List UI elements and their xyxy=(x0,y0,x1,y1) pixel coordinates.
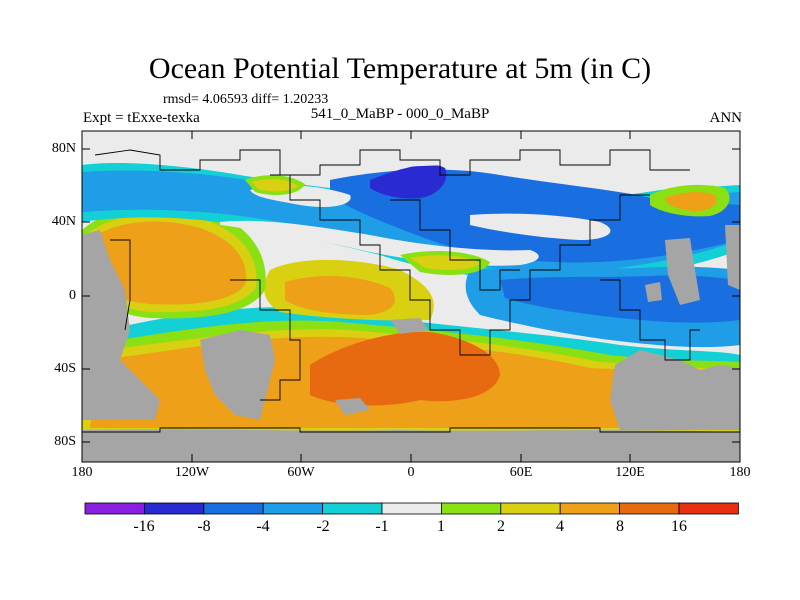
outline-mid-continent xyxy=(390,199,520,291)
outline-west-continent xyxy=(230,279,301,401)
outline-antarctica xyxy=(82,427,740,433)
map-field xyxy=(82,131,740,462)
season-label: ANN xyxy=(709,110,743,126)
colorbar-label: -4 xyxy=(256,518,270,535)
colorbar-label: -1 xyxy=(375,518,389,535)
outline-west-coast xyxy=(110,239,131,331)
land-south-america xyxy=(200,330,275,420)
colorbar-box xyxy=(678,502,739,515)
lon-label-120w: 120W xyxy=(174,465,210,480)
land-east-edge xyxy=(725,225,740,290)
colorbar xyxy=(84,502,739,515)
colorbar-box xyxy=(322,502,383,515)
colorbar-label: -2 xyxy=(316,518,330,535)
pacific-orange-tongue xyxy=(285,276,395,315)
north-neutral-cap xyxy=(82,131,740,169)
north-orange-patch-east xyxy=(665,192,717,211)
outline-central-continent xyxy=(270,174,650,356)
north-deep-blue-core xyxy=(370,164,447,199)
land-antarctic-margin xyxy=(82,429,740,442)
land-small-patch xyxy=(645,282,662,302)
colorbar-label: 16 xyxy=(671,518,687,535)
lon-label-180-left: 180 xyxy=(71,465,93,480)
colorbar-label: 4 xyxy=(556,518,564,535)
colorbar-box xyxy=(143,502,205,515)
colorbar-box xyxy=(262,502,324,515)
lon-label-120e: 120E xyxy=(615,465,645,480)
colorbar-box xyxy=(500,502,561,515)
lat-label-40s: 40S xyxy=(54,361,76,376)
lon-label-60w: 60W xyxy=(287,465,315,480)
continent-outlines xyxy=(82,149,740,433)
north-neutral-streak-2 xyxy=(470,213,611,240)
colorbar-box xyxy=(84,502,145,515)
colorbar-label: -8 xyxy=(197,518,211,535)
southern-dark-orange-core xyxy=(310,331,500,406)
north-yellow-patch-west xyxy=(252,178,298,192)
colorbar-box xyxy=(559,502,621,515)
lon-label-60e: 60E xyxy=(509,465,533,480)
lat-label-0: 0 xyxy=(69,288,76,303)
colorbar-label: 1 xyxy=(437,518,445,535)
colorbar-label: -16 xyxy=(133,518,155,535)
colorbar-label: 8 xyxy=(616,518,624,535)
case-id-label: 541_0_MaBP - 000_0_MaBP xyxy=(310,106,490,122)
colorbar-box xyxy=(203,502,264,515)
land-africa-block xyxy=(610,350,740,430)
colorbar-box xyxy=(440,502,502,515)
chart-title: Ocean Potential Temperature at 5m (in C) xyxy=(148,52,652,85)
land-west-block xyxy=(82,230,160,420)
axis-ticks xyxy=(82,131,740,462)
land-antarctica xyxy=(82,440,740,462)
west-orange-region xyxy=(82,221,246,305)
experiment-label: Expt = tExxe-texka xyxy=(83,110,200,126)
land-island-2 xyxy=(390,318,428,334)
mid-yellow-patch xyxy=(410,255,480,271)
stats-label: rmsd= 4.06593 diff= 1.20233 xyxy=(163,92,329,107)
colorbar-box xyxy=(381,502,442,515)
lat-label-40n: 40N xyxy=(51,214,76,229)
land-mask xyxy=(82,225,740,462)
land-island-1 xyxy=(335,398,370,415)
outline-north-block xyxy=(94,149,690,176)
colorbar-box xyxy=(619,502,680,515)
lat-label-80n: 80N xyxy=(51,141,76,156)
outline-southeast xyxy=(600,279,700,361)
land-east-strip xyxy=(665,238,700,305)
lon-label-180-right: 180 xyxy=(729,465,751,480)
colorbar-label: 2 xyxy=(497,518,505,535)
lon-label-0: 0 xyxy=(407,465,415,480)
lat-label-80s: 80S xyxy=(54,434,76,449)
